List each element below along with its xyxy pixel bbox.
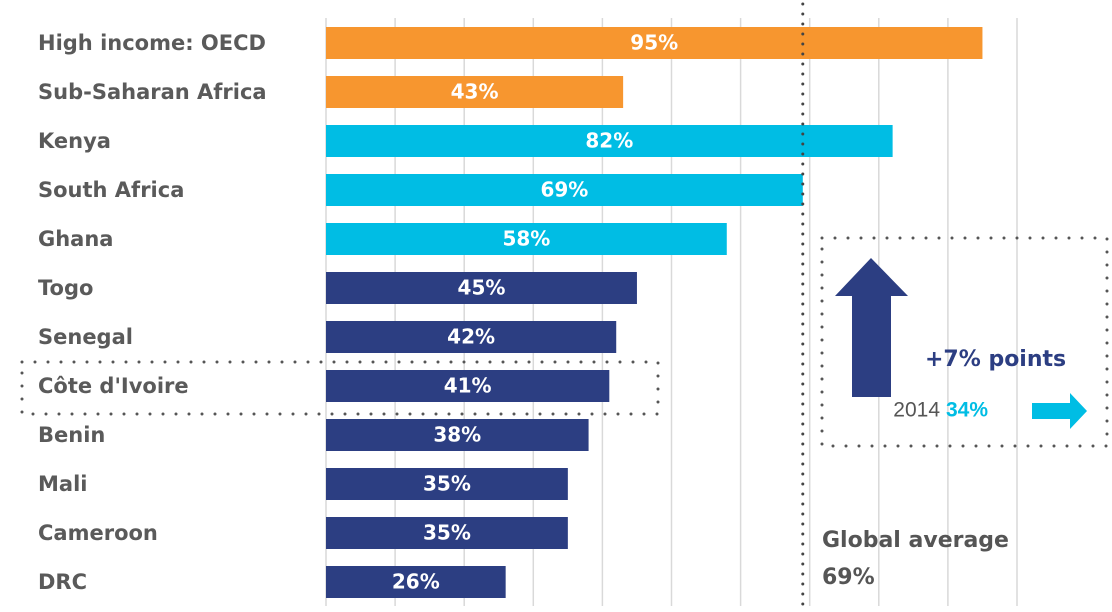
change-label: +7% points bbox=[925, 347, 1066, 372]
value-label: 38% bbox=[433, 423, 481, 447]
category-label: Ghana bbox=[38, 227, 113, 251]
category-label: Côte d'Ivoire bbox=[38, 374, 189, 398]
category-label: Cameroon bbox=[38, 521, 158, 545]
value-label: 26% bbox=[392, 570, 440, 594]
value-label: 35% bbox=[423, 521, 471, 545]
value-label: 58% bbox=[502, 227, 550, 251]
year-label: 2014 bbox=[893, 399, 940, 422]
bars: High income: OECD 95% Sub-Saharan Africa 43… bbox=[38, 27, 983, 598]
bar bbox=[326, 223, 727, 255]
category-label: High income: OECD bbox=[38, 31, 266, 55]
value-label: 69% bbox=[540, 178, 588, 202]
category-label: Benin bbox=[38, 423, 105, 447]
right-arrow bbox=[1032, 393, 1087, 429]
bar bbox=[326, 174, 803, 206]
category-label: Mali bbox=[38, 472, 87, 496]
category-label: DRC bbox=[38, 570, 87, 594]
category-label: South Africa bbox=[38, 178, 184, 202]
bar bbox=[326, 321, 617, 353]
bar bbox=[326, 419, 589, 451]
category-label: Togo bbox=[38, 276, 93, 300]
value-label: 35% bbox=[423, 472, 471, 496]
value-label: 95% bbox=[630, 31, 678, 55]
reference-label: Global average bbox=[822, 528, 1009, 553]
bar bbox=[326, 468, 568, 500]
reference-value: 69% bbox=[822, 565, 875, 590]
value-label: 43% bbox=[451, 80, 499, 104]
value-label: 82% bbox=[585, 129, 633, 153]
bar bbox=[326, 566, 506, 598]
category-label: Kenya bbox=[38, 129, 111, 153]
category-label: Senegal bbox=[38, 325, 133, 349]
bar bbox=[326, 272, 637, 304]
up-arrow bbox=[835, 258, 908, 397]
bar bbox=[326, 27, 983, 59]
category-label: Sub-Saharan Africa bbox=[38, 80, 267, 104]
bar bbox=[326, 76, 624, 108]
bar bbox=[326, 370, 610, 402]
year-value: 34% bbox=[946, 399, 988, 422]
value-label: 45% bbox=[458, 276, 506, 300]
highlight-box bbox=[20, 360, 660, 416]
value-label: 42% bbox=[447, 325, 495, 349]
annotation-box bbox=[820, 236, 1109, 448]
value-label: 41% bbox=[444, 374, 492, 398]
bar bbox=[326, 125, 893, 157]
bar bbox=[326, 517, 568, 549]
